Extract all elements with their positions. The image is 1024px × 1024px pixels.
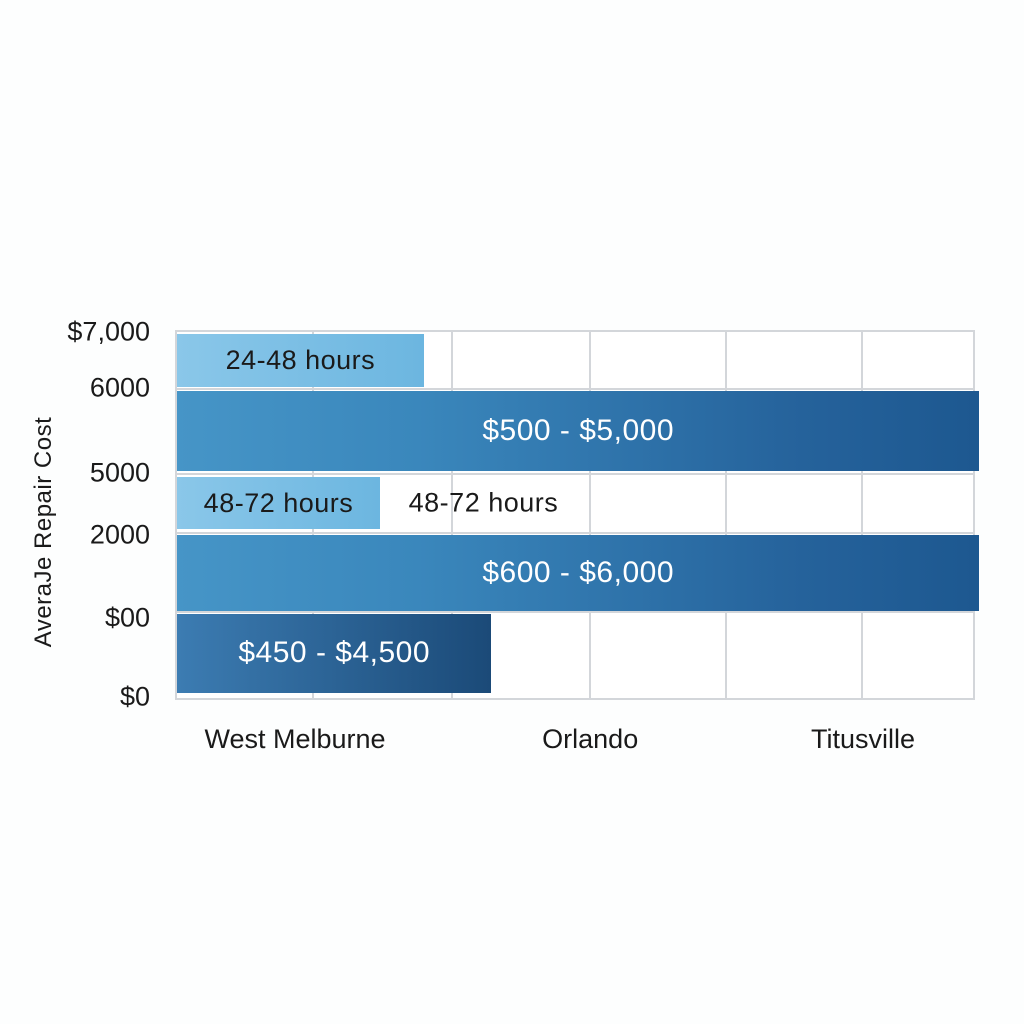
y-tick-label: $00: [104, 602, 150, 633]
bar-label: $600 - $6,000: [482, 555, 674, 589]
y-axis-tick-labels: $7,000 6000 5000 2000 $00 $0: [0, 316, 150, 711]
y-tick-label: 5000: [89, 457, 150, 488]
gridline-vertical: [860, 332, 863, 698]
bar: 48-72 hours: [177, 477, 380, 529]
bar: 24-48 hours: [177, 333, 424, 388]
bar-label: $450 - $4,500: [238, 636, 431, 670]
y-tick-label: $0: [119, 681, 150, 712]
bar-label: 24-48 hours: [225, 345, 376, 376]
x-category-label: Orlando: [542, 724, 639, 754]
gridline-vertical: [589, 332, 592, 698]
y-tick-label: 6000: [89, 372, 150, 403]
y-tick-label: 2000: [89, 519, 150, 550]
bar: $450 - $4,500: [177, 613, 492, 693]
plot-area: 24-48 hours $500 - $5,000 48-72 hours $600 …: [175, 330, 980, 700]
bar: $600 - $6,000: [177, 534, 980, 611]
x-category-label: West Melburne: [204, 724, 386, 754]
bar: $500 - $5,000: [177, 391, 980, 472]
x-axis-category-labels: West Melburne Orlando Titusville: [175, 724, 975, 764]
gridline-horizontal: [177, 473, 973, 476]
gridline-horizontal: [177, 388, 973, 391]
gridline-horizontal: [177, 610, 973, 613]
bar-label: 48-72 hours: [203, 487, 354, 518]
bar-annotation: 48-72 hours: [408, 487, 559, 518]
gridline-horizontal: [177, 531, 973, 534]
x-category-label: Titusville: [810, 724, 916, 754]
gridline-vertical: [450, 332, 453, 698]
y-tick-label: $7,000: [67, 316, 150, 347]
gridline-vertical: [725, 332, 728, 698]
bar-label: $500 - $5,000: [482, 414, 674, 448]
